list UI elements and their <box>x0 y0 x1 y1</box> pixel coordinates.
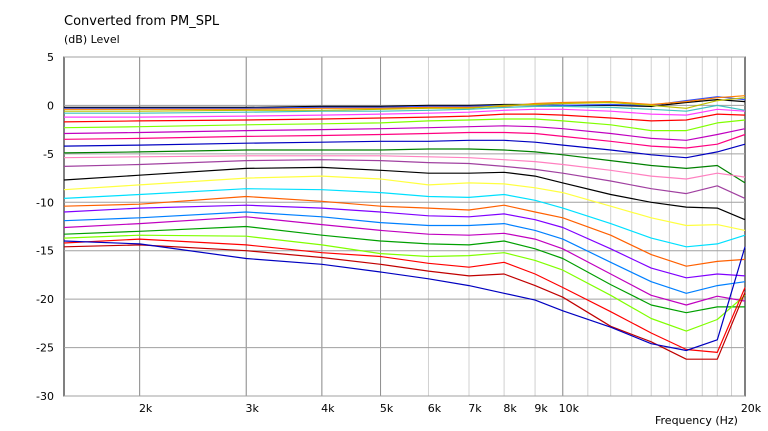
y-tick-label: -5 <box>43 148 54 161</box>
series-line <box>63 148 746 184</box>
series-line <box>63 244 746 360</box>
series-line <box>63 238 746 353</box>
x-tick-label: 2k <box>139 402 153 415</box>
series-lines <box>63 95 746 360</box>
series-line <box>63 225 745 314</box>
series-line <box>63 159 746 199</box>
x-tick-label: 5k <box>380 402 394 415</box>
y-tick-label: -30 <box>36 390 54 403</box>
y-tick-label: -15 <box>36 245 54 258</box>
y-tick-label: 0 <box>47 99 54 112</box>
tick-labels: 5 0 -5 -10 -15 -20 -25 -30 2k 3k 4k 5k 6k 7k 8k 9k 10k 20… <box>36 51 762 415</box>
y-tick-label: -20 <box>36 293 54 306</box>
series-line <box>63 234 746 332</box>
series-line <box>63 113 746 123</box>
y-tick-label: -10 <box>36 196 54 209</box>
x-tick-label: 6k <box>428 402 442 415</box>
series-line <box>63 118 746 132</box>
series-line <box>63 211 746 294</box>
x-tick-label: 8k <box>503 402 517 415</box>
y-axis-label: (dB) Level <box>64 33 120 46</box>
x-tick-label: 3k <box>246 402 260 415</box>
x-tick-label: 7k <box>468 402 482 415</box>
series-line <box>63 240 746 352</box>
x-tick-label: 4k <box>321 402 335 415</box>
series-line <box>63 131 746 149</box>
x-axis-label: Frequency (Hz) <box>655 414 738 427</box>
series-line <box>63 166 746 221</box>
series-line <box>63 175 746 231</box>
series-line <box>63 125 746 141</box>
series-line <box>63 195 746 267</box>
series-line <box>63 139 746 159</box>
series-line <box>64 97 746 112</box>
x-tick-label: 9k <box>534 402 548 415</box>
series-line <box>63 204 746 279</box>
chart-title: Converted from PM_SPL <box>64 14 220 29</box>
series-line <box>64 98 746 109</box>
series-line <box>64 104 746 114</box>
series-line <box>64 95 746 110</box>
series-line <box>63 188 746 248</box>
y-tick-label: 5 <box>47 51 54 64</box>
x-tick-label: 20k <box>741 402 762 415</box>
series-line <box>64 108 746 118</box>
series-line <box>63 216 746 306</box>
x-tick-label: 10k <box>559 402 580 415</box>
y-tick-label: -25 <box>36 342 54 355</box>
series-line <box>63 155 746 180</box>
